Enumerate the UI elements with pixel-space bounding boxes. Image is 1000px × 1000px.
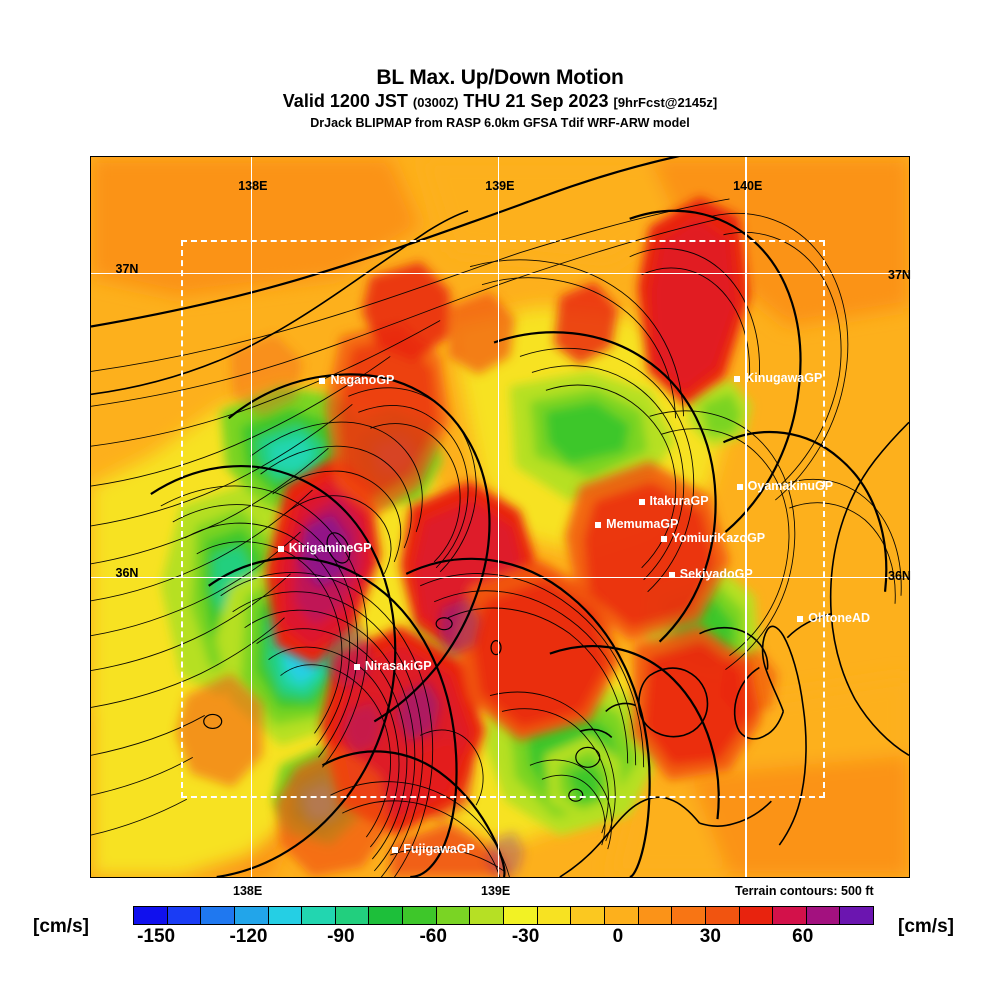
graticule-lat-36 [91,576,909,579]
colorbar-swatch-19 [773,907,807,924]
station-dot [797,616,804,623]
colorbar-swatch-18 [739,907,774,924]
title-block: BL Max. Up/Down Motion Valid 1200 JST (0… [0,66,1000,131]
valid-time-prefix: Valid 1200 JST [282,91,413,111]
lat-label-37N-right: 37N [888,268,911,282]
colorbar-swatch-16 [672,907,706,924]
colorbar-swatch-9 [436,907,471,924]
colorbar-swatch-20 [806,907,841,924]
station-label: OhtoneAD [808,611,871,626]
station-dot [595,521,602,528]
valid-time-line: Valid 1200 JST (0300Z) THU 21 Sep 2023 [… [0,91,1000,113]
colorbar-tick-60: 60 [792,926,814,947]
graticule-lon-140 [745,157,747,877]
station-dot [277,545,284,552]
lon-label-139E-bottom: 139E [481,884,511,898]
colorbar: [cm/s] -150 -120 -90 -60 -30 0 30 60 [cm/s] [0,896,1000,966]
station-label: NaganoGP [330,372,395,387]
lat-label-36N-right: 36N [888,569,911,583]
station-dot [638,498,645,505]
terrain-contour-note: Terrain contours: 500 ft [735,884,874,898]
graticule-lon-138 [250,157,252,877]
colorbar-unit-left: [cm/s] [33,916,89,937]
colorbar-swatch-21 [840,907,874,924]
station-label: SekiyadoGP [679,566,753,581]
colorbar-swatch-5 [302,907,336,924]
colorbar-swatch-8 [403,907,437,924]
station-dot [353,663,360,670]
model-domain-box [180,239,825,798]
valid-time-date: THU 21 Sep 2023 [458,91,614,111]
station-label: MemumaGP [606,516,679,531]
colorbar-swatch-3 [234,907,269,924]
colorbar-swatch-13 [571,907,605,924]
colorbar-tick--90: -90 [327,926,355,947]
page-title: BL Max. Up/Down Motion [376,66,624,89]
forecast-hour: [9hrFcst@2145z] [613,95,718,110]
colorbar-swatch-10 [470,907,505,924]
station-label: ItakuraGP [649,493,709,508]
colorbar-tick--150: -150 [137,926,176,947]
colorbar-tick-0: 0 [612,926,624,947]
colorbar-tick--120: -120 [229,926,268,947]
station-label: FujigawaGP [403,841,475,856]
colorbar-swatch-0 [134,907,168,924]
map-raster-and-contours [91,157,909,877]
graticule-lon-139 [497,157,500,877]
lon-label-139E-top: 139E [485,178,515,193]
station-label: NirasakiGP [364,658,432,673]
colorbar-swatch-12 [537,907,572,924]
station-dot [736,484,743,491]
colorbar-swatch-6 [335,907,370,924]
colorbar-tick-30: 30 [699,926,721,947]
station-label: YomiuriKazoGP [671,531,766,546]
colorbar-swatch-2 [201,907,235,924]
station-label: KirigamineGP [288,540,372,555]
colorbar-swatch-11 [504,907,538,924]
station-dot [392,846,399,853]
colorbar-swatch-15 [638,907,673,924]
lat-label-36N-left: 36N [115,565,139,580]
colorbar-tick--30: -30 [511,926,540,947]
colorbar-unit-right: [cm/s] [898,916,954,937]
colorbar-tick--60: -60 [419,926,447,947]
lon-label-138E-bottom: 138E [233,884,263,898]
forecast-map[interactable]: 138E 139E 140E 37N 36N NaganoGP Kinugawa… [90,156,910,878]
map-field: 138E 139E 140E 37N 36N NaganoGP Kinugawa… [91,157,909,877]
colorbar-swatch-1 [167,907,202,924]
colorbar-swatch-7 [369,907,404,924]
colorbar-gradient [133,906,874,925]
lon-label-140E-top: 140E [733,178,763,193]
lat-label-37N-left: 37N [115,262,139,277]
graticule-lat-37 [91,272,909,275]
station-dot [660,536,667,543]
colorbar-swatch-17 [705,907,740,924]
lon-label-138E-top: 138E [238,178,268,193]
station-dot [734,375,741,382]
station-label: OyamakinuGP [747,479,834,494]
colorbar-swatch-14 [604,907,639,924]
model-subtitle: DrJack BLIPMAP from RASP 6.0km GFSA Tdif… [310,116,690,130]
valid-time-utc: (0300Z) [412,95,459,110]
colorbar-swatch-4 [268,907,303,924]
station-dot [668,571,675,578]
station-label: KinugawaGP [745,370,823,385]
station-dot [319,377,326,384]
